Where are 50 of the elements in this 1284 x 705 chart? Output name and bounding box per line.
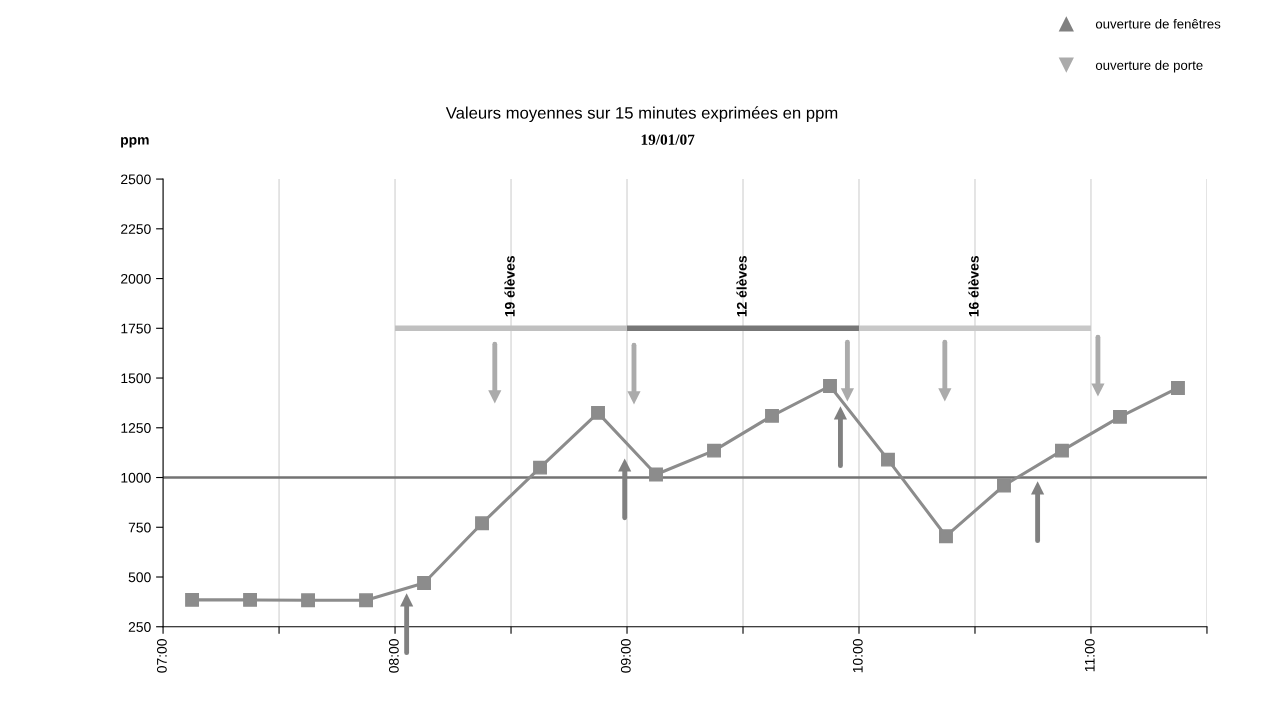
point: [359, 593, 373, 608]
point: [627, 391, 641, 405]
point: [938, 388, 952, 402]
point: [649, 467, 663, 482]
point: [243, 592, 258, 607]
text: 12 élèves: [736, 255, 747, 317]
point: [1031, 481, 1045, 495]
point: [400, 593, 414, 607]
chart-title: Valeurs moyennes sur 15 minutes exprimées en ppm: [445, 106, 838, 123]
y-tick-label: 750: [128, 522, 151, 533]
x-tick-label: 10:00: [852, 639, 863, 673]
point: [840, 388, 854, 402]
point: [823, 379, 837, 393]
x-tick-label: 07:00: [156, 639, 167, 673]
point: [301, 593, 315, 608]
y-tick-label: 500: [128, 572, 151, 583]
point: [533, 460, 547, 475]
point: [833, 406, 848, 420]
point: [488, 390, 502, 404]
chart-subtitle: 19/01/07: [641, 134, 695, 145]
y-tick-label: 2500: [121, 174, 151, 185]
x-tick-label: 08:00: [388, 639, 399, 673]
y-tick-label: 1500: [121, 373, 151, 384]
point: [1091, 383, 1105, 397]
point: [881, 452, 895, 467]
y-tick-label: 1000: [121, 472, 151, 483]
point: [591, 405, 605, 420]
point: [1113, 409, 1127, 424]
text: 16 élèves: [968, 255, 979, 317]
text: 19 élèves: [504, 255, 515, 317]
point: [765, 408, 779, 423]
point: [939, 529, 953, 544]
point: [997, 478, 1011, 493]
x-tick-label: 09:00: [620, 639, 631, 673]
y-tick-label: 250: [128, 622, 151, 632]
legend-label: ouverture de fenêtres: [1095, 18, 1221, 29]
point: [618, 458, 632, 472]
point: [475, 516, 489, 531]
x-tick-label: 11:00: [1084, 639, 1095, 672]
y-axis-title: ppm: [121, 137, 149, 148]
y-tick-label: 2250: [121, 224, 151, 234]
legend-label: ouverture de porte: [1095, 60, 1203, 73]
y-tick-label: 2000: [121, 273, 151, 284]
y-tick-label: 1250: [121, 423, 151, 433]
point: [1171, 381, 1185, 395]
point: [185, 592, 200, 607]
point: [1055, 443, 1069, 458]
point: [417, 576, 431, 590]
point: [707, 443, 721, 458]
y-tick-label: 1750: [121, 323, 151, 334]
